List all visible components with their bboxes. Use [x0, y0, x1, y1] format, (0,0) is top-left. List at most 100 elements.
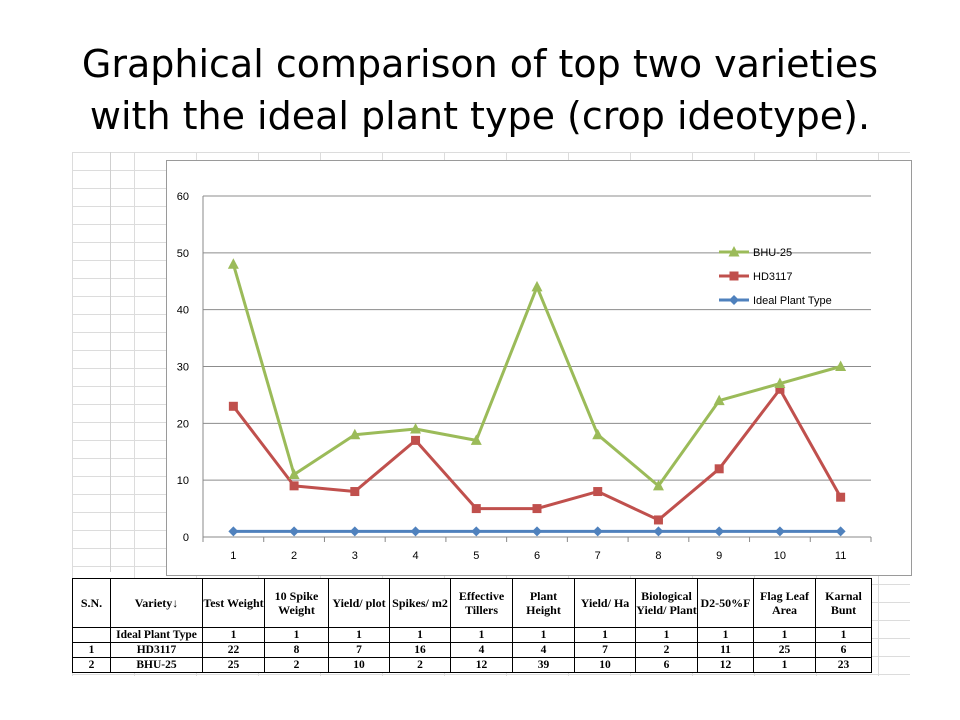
table-header-cell: Spikes/ m2 — [389, 578, 451, 628]
table-cell: 16 — [389, 642, 451, 658]
x-tick-label: 8 — [655, 550, 661, 562]
data-point — [410, 423, 422, 434]
legend-marker — [729, 295, 739, 305]
x-tick-label: 2 — [291, 550, 297, 562]
table-header-cell: Flag Leaf Area — [753, 578, 816, 628]
data-point — [835, 526, 846, 537]
x-tick-label: 3 — [352, 550, 358, 562]
data-point — [228, 401, 238, 411]
legend-label: HD3117 — [753, 271, 793, 283]
data-point — [653, 526, 664, 537]
table-cell: 7 — [328, 642, 390, 658]
y-tick-label: 30 — [177, 362, 189, 374]
x-tick-label: 1 — [230, 550, 236, 562]
table-cell — [72, 627, 111, 643]
x-tick-label: 4 — [412, 550, 418, 562]
legend-marker — [728, 246, 740, 257]
table-row: 1 HD3117 22 8 7 16 4 4 7 2 11 25 6 — [72, 642, 872, 658]
data-point — [774, 377, 786, 389]
table-cell: 1 — [389, 627, 451, 643]
legend-label: BHU-25 — [753, 247, 792, 259]
table-cell: 4 — [512, 642, 575, 658]
table-header-cell: S.N. — [72, 578, 111, 628]
data-point — [289, 526, 300, 537]
table-row: Ideal Plant Type 1 1 1 1 1 1 1 1 1 1 1 — [72, 627, 872, 643]
legend-label: Ideal Plant Type — [753, 295, 832, 307]
table-cell: 1 — [328, 627, 390, 643]
data-point — [470, 434, 482, 445]
table-cell: BHU-25 — [110, 657, 203, 673]
table-header-cell: Effective Tillers — [450, 578, 513, 628]
table-cell: 22 — [202, 642, 265, 658]
data-point — [350, 487, 360, 497]
table-cell: 2 — [264, 657, 329, 673]
table-header-row: S.N. Variety↓ Test Weight 10 Spike Weigh… — [72, 578, 872, 628]
table-cell: 1 — [264, 627, 329, 643]
table-cell: 12 — [450, 657, 513, 673]
table-cell: 1 — [574, 627, 636, 643]
x-tick-label: 9 — [716, 550, 722, 562]
table-header-cell: D2-50%F — [697, 578, 754, 628]
data-point — [652, 479, 664, 491]
data-table: S.N. Variety↓ Test Weight 10 Spike Weigh… — [72, 578, 872, 673]
y-tick-label: 60 — [177, 191, 189, 203]
table-cell: 1 — [815, 627, 872, 643]
table-cell: 10 — [574, 657, 636, 673]
table-header-cell: Yield/ plot — [328, 578, 390, 628]
data-point — [288, 468, 300, 479]
data-point — [713, 394, 725, 406]
data-point — [471, 504, 481, 514]
table-header-cell: Biological Yield/ Plant — [635, 578, 698, 628]
y-tick-label: 40 — [177, 305, 189, 317]
table-cell: 1 — [753, 627, 816, 643]
table-cell: 1 — [635, 627, 698, 643]
y-tick-label: 10 — [177, 475, 189, 487]
table-cell: 1 — [202, 627, 265, 643]
x-tick-label: 6 — [534, 550, 540, 562]
table-cell: 4 — [450, 642, 513, 658]
table-cell: 6 — [815, 642, 872, 658]
data-point — [714, 526, 725, 537]
y-tick-label: 20 — [177, 418, 189, 430]
data-point — [411, 435, 421, 445]
table-cell: 1 — [512, 627, 575, 643]
legend-marker — [729, 271, 739, 281]
table-header-cell: Test Weight — [202, 578, 265, 628]
table-row: 2 BHU-25 25 2 10 2 12 39 10 6 12 1 23 — [72, 657, 872, 673]
table-header-cell: Karnal Bunt — [815, 578, 872, 628]
table-cell: Ideal Plant Type — [110, 627, 203, 643]
data-point — [835, 360, 847, 371]
data-point — [774, 526, 785, 537]
table-cell: 25 — [753, 642, 816, 658]
data-point — [349, 526, 360, 537]
data-point — [714, 464, 724, 474]
table-cell: 39 — [512, 657, 575, 673]
title-line-1: Graphical comparison of top two varietie… — [81, 42, 879, 86]
x-tick-label: 11 — [835, 550, 846, 562]
x-tick-label: 7 — [595, 550, 601, 562]
data-point — [775, 384, 785, 394]
table-cell: HD3117 — [110, 642, 203, 658]
table-cell: 6 — [635, 657, 698, 673]
table-cell: 25 — [202, 657, 265, 673]
data-point — [593, 487, 603, 497]
spreadsheet-row-column — [72, 152, 111, 572]
data-point — [410, 526, 421, 537]
data-point — [592, 526, 603, 537]
table-cell: 10 — [328, 657, 390, 673]
data-point — [471, 526, 482, 537]
data-point — [836, 492, 846, 502]
table-cell: 1 — [450, 627, 513, 643]
table-cell: 12 — [697, 657, 754, 673]
slide-title: Graphical comparison of top two varietie… — [0, 38, 960, 142]
table-header-cell: Yield/ Ha — [574, 578, 636, 628]
x-tick-label: 5 — [473, 550, 479, 562]
table-header-cell: Variety↓ — [110, 578, 203, 628]
y-tick-label: 50 — [177, 248, 189, 260]
data-point — [653, 515, 663, 525]
data-point — [531, 280, 543, 292]
data-point — [228, 526, 239, 537]
series-line — [231, 263, 842, 488]
table-cell: 8 — [264, 642, 329, 658]
